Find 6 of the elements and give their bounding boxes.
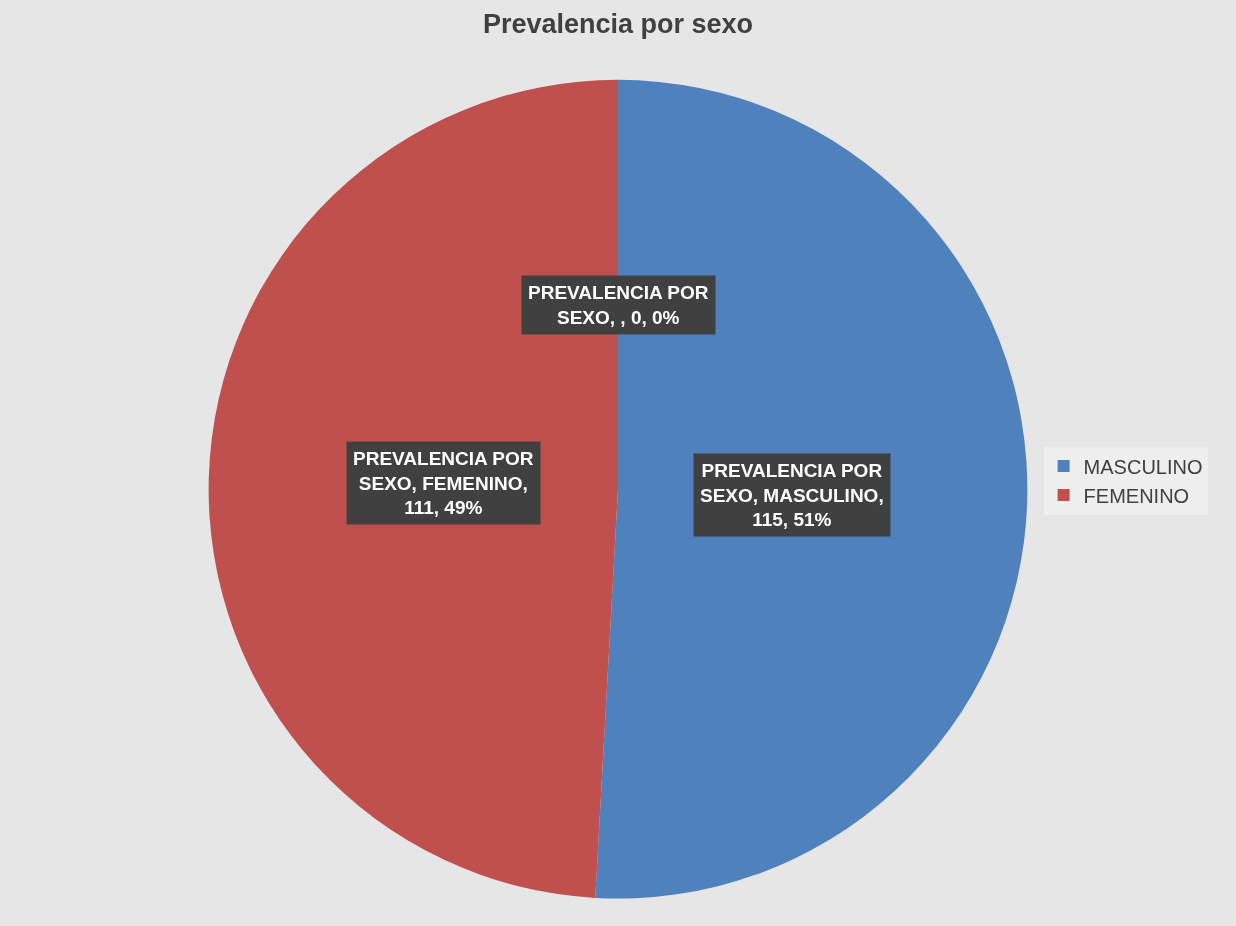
data-label: PREVALENCIA POR SEXO, FEMENINO, 111, 49%: [353, 448, 534, 519]
data-label: PREVALENCIA POR SEXO, MASCULINO, 115, 51%: [700, 460, 884, 531]
text: PREVALENCIA POR SEXO, , 0, 0%: [528, 282, 709, 328]
chart-title: Prevalencia por sexo: [482, 8, 754, 39]
legend-label: FEMENINO: [1083, 484, 1190, 507]
legend-label: MASCULINO: [1083, 455, 1203, 478]
